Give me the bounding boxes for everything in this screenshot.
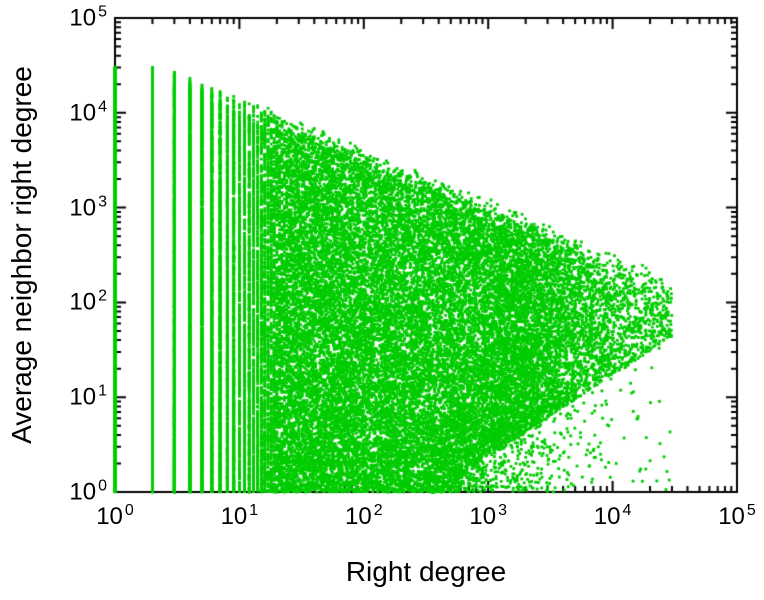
y-axis-label: Average neighbor right degree [6, 66, 37, 444]
x-axis-label: Right degree [345, 556, 507, 587]
